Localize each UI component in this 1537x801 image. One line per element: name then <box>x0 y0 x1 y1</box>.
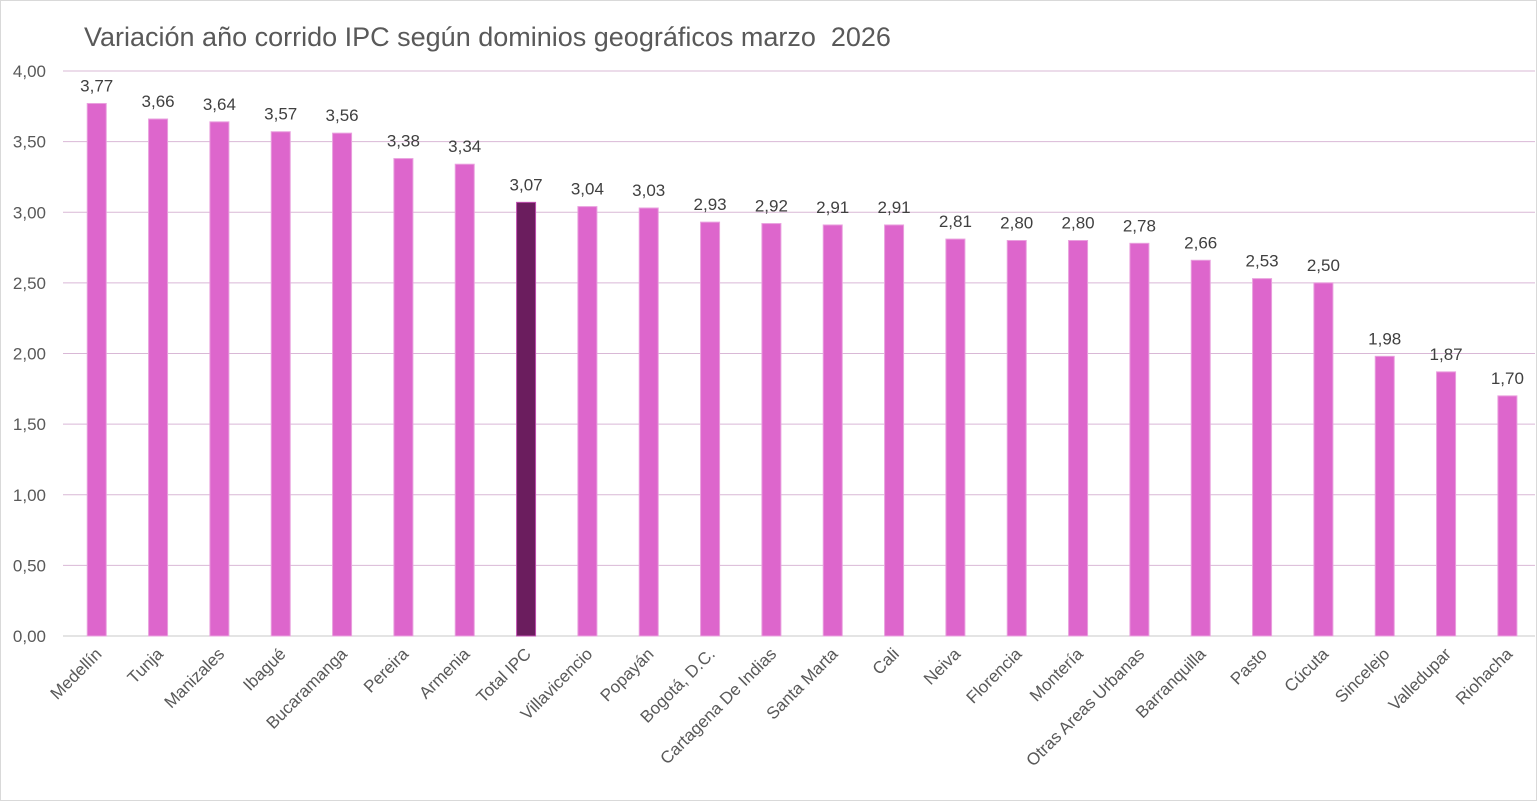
chart-title: Variación año corrido IPC según dominios… <box>84 22 891 52</box>
bar <box>1436 371 1457 637</box>
bar <box>270 131 291 637</box>
x-category-label: Florencia <box>963 644 1026 707</box>
bar <box>1374 355 1395 637</box>
bar <box>761 223 782 637</box>
bar <box>638 207 659 637</box>
data-label: 3,64 <box>203 95 236 114</box>
y-tick-label: 3,00 <box>13 203 46 222</box>
x-category-label: Montería <box>1026 644 1087 705</box>
data-label: 2,50 <box>1307 256 1340 275</box>
bar <box>577 206 598 637</box>
y-tick-label: 0,50 <box>13 556 46 575</box>
bar <box>1006 240 1027 637</box>
y-tick-label: 3,50 <box>13 133 46 152</box>
y-tick-label: 2,50 <box>13 274 46 293</box>
data-label: 2,80 <box>1000 214 1033 233</box>
x-category-label: Pereira <box>360 644 413 697</box>
data-label: 3,03 <box>632 181 665 200</box>
data-label: 2,93 <box>694 195 727 214</box>
y-tick-label: 2,00 <box>13 345 46 364</box>
bar <box>884 224 905 637</box>
data-label: 1,87 <box>1430 345 1463 364</box>
data-label: 2,78 <box>1123 216 1156 235</box>
bar <box>1068 240 1089 637</box>
data-label: 2,91 <box>878 198 911 217</box>
bar <box>700 221 721 637</box>
y-tick-label: 1,50 <box>13 415 46 434</box>
data-label: 3,66 <box>142 92 175 111</box>
x-category-label: Neiva <box>920 644 965 689</box>
bar <box>454 163 475 637</box>
bar <box>86 102 107 637</box>
bar <box>209 121 230 637</box>
x-category-label: Cúcuta <box>1281 644 1333 696</box>
bar <box>1313 282 1334 637</box>
x-category-label: Sincelejo <box>1331 644 1393 706</box>
data-label: 2,92 <box>755 197 788 216</box>
y-tick-label: 0,00 <box>13 627 46 646</box>
bar <box>1129 242 1150 637</box>
x-category-label: Cali <box>869 644 903 678</box>
y-tick-label: 4,00 <box>13 62 46 81</box>
data-label: 2,66 <box>1184 233 1217 252</box>
bar <box>1497 395 1518 637</box>
x-category-label: Medellín <box>47 644 106 703</box>
data-label: 2,81 <box>939 212 972 231</box>
data-label: 2,53 <box>1246 252 1279 271</box>
bar <box>1190 259 1211 637</box>
bar <box>945 238 966 637</box>
x-category-label: Pasto <box>1227 644 1271 688</box>
data-label: 1,70 <box>1491 369 1524 388</box>
bar-total-ipc <box>516 201 537 637</box>
y-tick-label: 1,00 <box>13 486 46 505</box>
bar <box>393 158 414 637</box>
bar <box>332 132 353 637</box>
x-category-label: Ibagué <box>239 644 289 694</box>
data-label: 2,91 <box>816 198 849 217</box>
data-label: 2,80 <box>1062 214 1095 233</box>
x-category-label: Tunja <box>124 644 167 687</box>
data-label: 3,56 <box>326 106 359 125</box>
data-label: 3,77 <box>80 76 113 95</box>
data-label: 3,57 <box>264 105 297 124</box>
data-label: 3,38 <box>387 132 420 151</box>
bar <box>1252 278 1273 637</box>
data-label: 3,07 <box>510 175 543 194</box>
x-category-label: Cartagena De Indias <box>657 644 781 768</box>
data-label: 1,98 <box>1368 329 1401 348</box>
x-category-label: Popayán <box>597 644 658 705</box>
bar <box>148 118 169 637</box>
x-category-label: Valledupar <box>1385 644 1455 714</box>
x-category-label: Otras Areas Urbanas <box>1023 644 1149 770</box>
data-label: 3,04 <box>571 180 604 199</box>
x-category-label: Riohacha <box>1452 644 1517 709</box>
x-category-label: Manizales <box>161 644 229 712</box>
x-category-label: Total IPC <box>473 644 535 706</box>
data-label: 3,34 <box>448 137 481 156</box>
bar <box>822 224 843 637</box>
x-category-label: Armenia <box>415 644 474 703</box>
